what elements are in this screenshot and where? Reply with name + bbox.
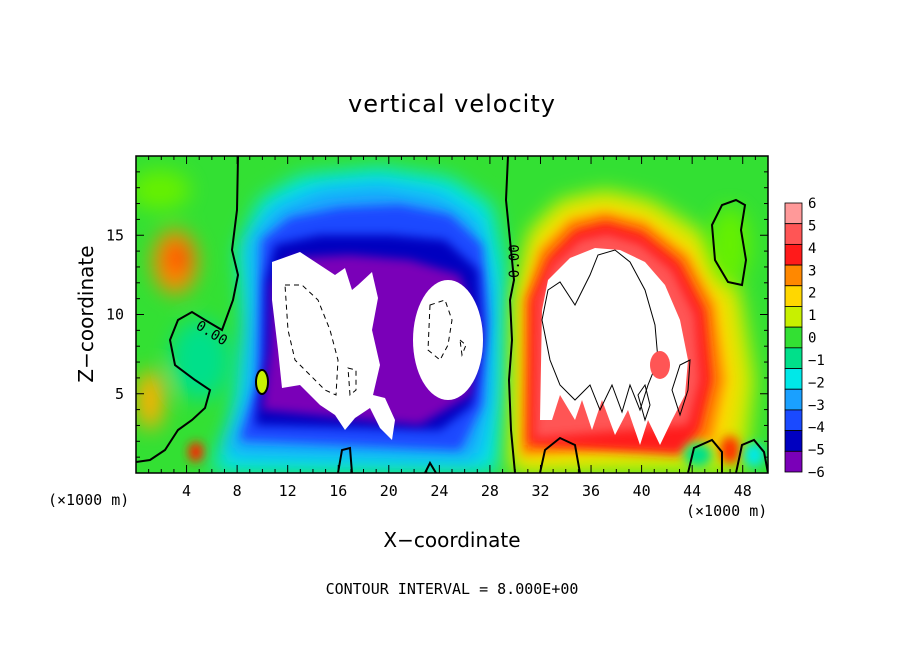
x-tick-label: 8 [233,482,242,500]
colorbar-swatch [784,388,803,411]
colorbar-label: 1 [808,308,816,324]
colorbar: 6 5 4 3 2 1 0 −1 −2 −3 −4 −5 −6 [784,196,825,481]
contour-interval-note: CONTOUR INTERVAL = 8.000E+00 [326,580,579,598]
colorbar-label: 4 [808,241,816,257]
x-tick-label: 28 [481,482,499,500]
x-tick-label: 16 [329,482,347,500]
x-tick-label: 48 [734,482,752,500]
x-tick-label: 36 [582,482,600,500]
left-region [136,170,230,430]
colorbar-label: −5 [808,443,825,459]
x-tick-label: 40 [633,482,651,500]
x-unit-left: (×1000 m) [48,491,129,509]
downdraft-cores [272,252,483,440]
y-axis-label: Z−coordinate [74,245,98,382]
colorbar-label: 3 [808,263,816,279]
x-tick-label: 4 [182,482,191,500]
colorbar-label: 2 [808,286,816,302]
surface-updraft [188,442,204,462]
colorbar-swatch [784,430,803,452]
colorbar-swatch [784,326,803,349]
x-unit-right: (×1000 m) [686,502,767,520]
zero-contours [136,156,768,473]
contour-label-center: 0.00 [507,244,523,278]
updraft-solid-contours [541,249,691,422]
updraft-pocket [650,351,670,379]
right-edge-features [256,207,764,467]
plot-area: 0.00 0.00 [136,156,768,473]
x-tick-label: 32 [531,482,549,500]
colorbar-swatch [784,285,803,307]
updraft-core [540,248,688,445]
colorbar-swatch [784,450,803,473]
colorbar-label: 6 [808,196,816,212]
colorbar-label: −2 [808,375,825,391]
chart-title: vertical velocity [348,90,556,118]
colorbar-label: −4 [808,420,825,436]
downdraft-dashed-contours [284,284,467,397]
x-axis-label: X−coordinate [383,528,520,552]
colorbar-swatch [784,409,803,432]
y-tick-label: 10 [106,306,124,324]
colorbar-swatch [784,202,803,225]
colorbar-swatch [784,223,803,245]
colorbar-label: 5 [808,218,816,234]
y-tick-label: 15 [106,226,124,244]
colorbar-swatch [784,368,803,390]
y-tick-label: 5 [115,385,124,403]
colorbar-swatch [784,306,803,328]
x-axis: 4 8 12 16 20 24 28 32 36 40 44 48 [148,156,756,500]
colorbar-label: −6 [808,465,825,481]
colorbar-label: −3 [808,398,825,414]
x-tick-label: 24 [430,482,448,500]
x-tick-label: 44 [683,482,701,500]
colorbar-label: 0 [808,331,816,347]
x-tick-label: 12 [279,482,297,500]
colorbar-label: −1 [808,353,825,369]
y-axis: 5 10 15 [106,171,768,458]
colorbar-swatch [784,264,803,287]
colorbar-swatch [784,243,803,266]
colorbar-swatch [784,347,803,369]
x-tick-label: 20 [380,482,398,500]
